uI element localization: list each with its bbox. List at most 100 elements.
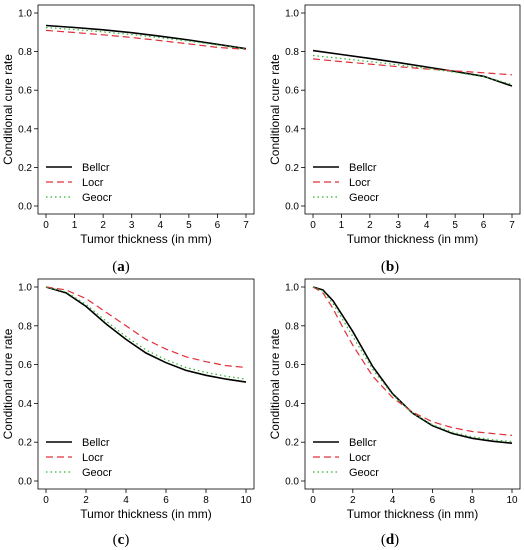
x-tick-label: 6 — [430, 495, 436, 506]
legend: Bellcr Locr Geocr — [313, 162, 379, 204]
legend-label-geocr: Geocr — [82, 192, 112, 204]
plot-frame — [37, 278, 255, 490]
y-tick-label: 0.4 — [285, 124, 299, 135]
x-axis-label: Tumor thickness (in mm) — [347, 507, 479, 521]
caption-paren-open: ( — [381, 259, 386, 275]
y-tick-label: 0.6 — [285, 86, 299, 97]
series-line-locr — [45, 286, 247, 369]
x-axis-label: Tumor thickness (in mm) — [80, 507, 212, 521]
y-tick-label: 0.2 — [18, 438, 32, 449]
caption-paren-close: ) — [394, 259, 399, 275]
x-axis-label: Tumor thickness (in mm) — [80, 232, 212, 246]
series-line-geocr — [45, 26, 247, 50]
series-line-bellcr — [312, 286, 513, 444]
y-axis-label: Conditional cure rate — [268, 54, 282, 165]
legend-label-locr: Locr — [82, 452, 104, 464]
x-tick-label: 2 — [350, 495, 356, 506]
y-tick-label: 0.4 — [285, 399, 299, 410]
caption-paren-open: ( — [113, 532, 118, 548]
y-tick-label: 1.0 — [18, 283, 32, 294]
series-line-geocr — [45, 286, 247, 380]
series-line-bellcr — [45, 24, 247, 50]
x-tick-label: 4 — [390, 495, 396, 506]
x-tick-label: 10 — [240, 495, 252, 506]
caption-paren-close: ) — [394, 532, 399, 548]
x-tick-label: 0 — [310, 220, 316, 231]
x-tick-label: 2 — [367, 220, 373, 231]
x-tick-label: 3 — [129, 220, 135, 231]
legend-label-locr: Locr — [82, 177, 104, 189]
y-tick-label: 0.8 — [285, 47, 299, 58]
y-tick-label: 0.2 — [18, 163, 32, 174]
x-tick-label: 0 — [43, 495, 49, 506]
y-axis-label: Conditional cure rate — [268, 328, 282, 439]
y-tick-label: 0.2 — [285, 438, 299, 449]
x-tick-label: 1 — [72, 220, 78, 231]
y-tick-label: 0.4 — [18, 399, 32, 410]
x-tick-label: 1 — [339, 220, 345, 231]
x-tick-label: 0 — [43, 220, 49, 231]
legend-label-locr: Locr — [349, 177, 371, 189]
caption-letter: a — [117, 259, 125, 275]
x-tick-label: 8 — [469, 495, 475, 506]
x-tick-label: 4 — [158, 220, 164, 231]
y-tick-label: 0.6 — [18, 360, 32, 371]
caption-paren-open: ( — [381, 532, 386, 548]
series-line-locr — [312, 286, 513, 436]
x-axis-label: Tumor thickness (in mm) — [347, 232, 479, 246]
x-tick-label: 4 — [424, 220, 430, 231]
panel-a: 0 1 2 3 4 5 6 7 0.0 0.2 0.4 0.6 0.8 1.0 Tumor thicknes… — [1, 4, 255, 275]
legend: Bellcr Locr Geocr — [46, 437, 112, 479]
x-tick-label: 2 — [100, 220, 106, 231]
caption-letter: b — [386, 259, 394, 275]
caption-paren-close: ) — [124, 532, 129, 548]
y-tick-label: 0.8 — [285, 321, 299, 332]
y-tick-label: 0.4 — [18, 124, 32, 135]
x-tick-label: 2 — [83, 495, 89, 506]
y-axis-label: Conditional cure rate — [1, 54, 15, 165]
panel-caption: (c) — [113, 532, 130, 548]
panel-d: 0 2 4 6 8 10 0.0 0.2 0.4 0.6 0.8 1.0 Tumor thickness… — [268, 278, 521, 548]
plot-frame — [304, 4, 521, 215]
caption-letter: d — [386, 532, 395, 548]
x-tick-label: 3 — [396, 220, 402, 231]
plot-frame — [37, 4, 255, 215]
caption-letter: c — [118, 532, 125, 548]
series-line-bellcr — [45, 286, 247, 383]
x-tick-label: 5 — [452, 220, 458, 231]
y-tick-label: 0.8 — [18, 47, 32, 58]
x-tick-label: 6 — [481, 220, 487, 231]
x-tick-label: 6 — [163, 495, 169, 506]
y-tick-label: 0.2 — [285, 163, 299, 174]
x-tick-label: 7 — [243, 220, 249, 231]
legend-label-bellcr: Bellcr — [349, 437, 377, 449]
x-tick-label: 4 — [123, 495, 129, 506]
legend-label-geocr: Geocr — [82, 467, 112, 479]
y-axis-label: Conditional cure rate — [1, 328, 15, 439]
legend-label-locr: Locr — [349, 452, 371, 464]
legend-label-geocr: Geocr — [349, 467, 379, 479]
caption-paren-close: ) — [125, 259, 130, 275]
y-tick-label: 0.6 — [285, 360, 299, 371]
y-tick-label: 1.0 — [285, 9, 299, 20]
x-tick-label: 7 — [509, 220, 515, 231]
y-tick-label: 1.0 — [18, 9, 32, 20]
legend-label-bellcr: Bellcr — [349, 162, 377, 174]
y-tick-label: 0.0 — [285, 202, 299, 213]
panel-b: 0 1 2 3 4 5 6 7 0.0 0.2 0.4 0.6 0.8 1.0 Tumor thicknes… — [268, 4, 521, 275]
legend: Bellcr Locr Geocr — [313, 437, 379, 479]
panel-caption: (d) — [381, 532, 399, 548]
legend: Bellcr Locr Geocr — [46, 162, 112, 204]
legend-label-geocr: Geocr — [349, 192, 379, 204]
series-line-geocr — [312, 286, 513, 443]
y-tick-label: 0.8 — [18, 321, 32, 332]
y-tick-label: 1.0 — [285, 283, 299, 294]
legend-label-bellcr: Bellcr — [82, 162, 110, 174]
x-tick-label: 0 — [310, 495, 316, 506]
series-line-locr — [312, 58, 513, 76]
series-line-locr — [45, 29, 247, 50]
y-tick-label: 0.6 — [18, 86, 32, 97]
plot-frame — [304, 278, 521, 490]
x-tick-label: 10 — [506, 495, 518, 506]
series-line-geocr — [312, 54, 513, 85]
